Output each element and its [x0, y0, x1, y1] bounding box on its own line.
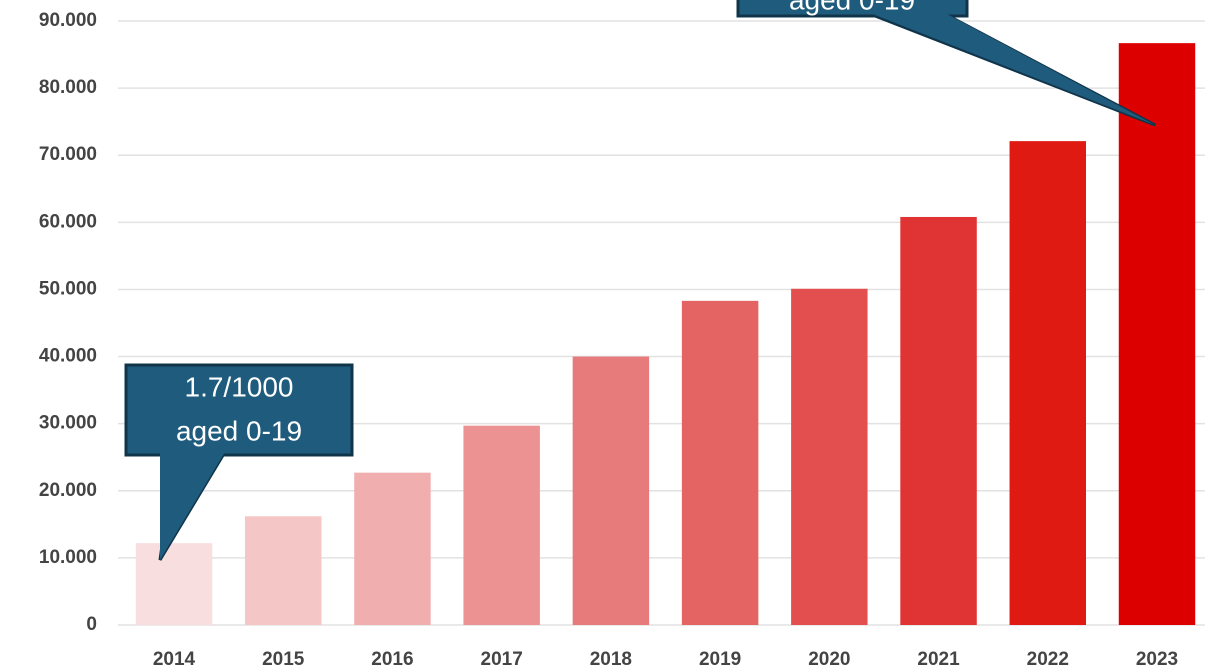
- y-tick-label: 0: [86, 614, 97, 635]
- bar: [463, 425, 540, 625]
- bar: [900, 216, 977, 625]
- x-tick-label: 2022: [1027, 649, 1069, 669]
- callout: aged 0-19: [736, 0, 1156, 127]
- callout-box: [124, 363, 354, 457]
- y-tick-label: 30.000: [39, 413, 97, 434]
- y-tick-label: 70.000: [39, 144, 97, 165]
- x-tick-label: 2017: [481, 649, 523, 669]
- annotation-text: aged 0-19: [176, 415, 302, 446]
- x-tick-label: 2018: [590, 649, 632, 669]
- y-tick-label: 20.000: [39, 480, 97, 501]
- callout-box: [736, 0, 969, 18]
- callout: 1.7/1000 aged 0-19: [124, 363, 354, 561]
- x-tick-label: 2019: [699, 649, 741, 669]
- bar: [1118, 43, 1196, 625]
- bar: [354, 472, 431, 625]
- callout-pointer: [869, 12, 1156, 127]
- x-tick-label: 2020: [808, 649, 850, 669]
- x-tick-label: 2023: [1136, 649, 1178, 669]
- bar: [681, 300, 759, 625]
- x-tick-label: 2014: [153, 649, 196, 669]
- y-tick-label: 90.000: [39, 10, 97, 31]
- bar: [245, 516, 322, 625]
- x-tick-label: 2021: [917, 649, 960, 669]
- y-tick-label: 40.000: [39, 346, 97, 367]
- y-tick-label: 80.000: [39, 77, 97, 98]
- bar: [572, 356, 650, 625]
- y-tick-label: 10.000: [39, 547, 97, 568]
- bar: [791, 288, 868, 625]
- bar: [1009, 141, 1086, 625]
- bar: [135, 543, 213, 625]
- annotation-text: 1.7/1000: [185, 371, 294, 402]
- bars: [135, 43, 1196, 625]
- callout-pointer-fill: [870, 13, 1155, 125]
- callout-pointer-fill: [160, 452, 225, 560]
- x-tick-label: 2016: [371, 649, 413, 669]
- labels: 0 10.000 20.000 30.000 40.000 50.000 60.000 70.…: [39, 10, 1178, 669]
- y-tick-label: 50.000: [39, 278, 97, 299]
- x-tick-label: 2015: [262, 649, 305, 669]
- annotation-text: aged 0-19: [789, 0, 915, 15]
- y-tick-label: 60.000: [39, 211, 97, 232]
